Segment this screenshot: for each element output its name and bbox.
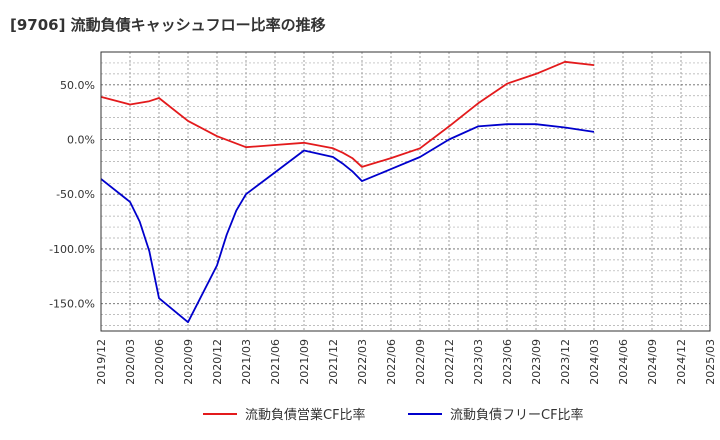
x-tick-label: 2021/12 — [327, 339, 340, 385]
series-line-2 — [100, 123, 595, 324]
x-tick-label: 2023/09 — [530, 339, 543, 385]
x-tick-label: 2022/12 — [443, 339, 456, 385]
chart-title: [9706] 流動負債キャッシュフロー比率の推移 — [10, 16, 326, 34]
y-tick-label: -100.0% — [49, 243, 95, 256]
x-tick-label: 2024/09 — [646, 339, 659, 385]
x-axis-ticks: 2019/12 2020/03 2020/06 2020/09 2020/12 2021/… — [95, 339, 717, 385]
x-tick-label: 2023/03 — [472, 339, 485, 385]
x-tick-label: 2023/12 — [559, 339, 572, 385]
series-lines — [100, 60, 595, 324]
legend-label-2: 流動負債フリーCF比率 — [450, 407, 584, 423]
x-tick-label: 2024/03 — [588, 339, 601, 385]
y-tick-label: -150.0% — [49, 298, 95, 311]
y-axis-ticks: 50.0% 0.0% -50.0% -100.0% -150.0% — [49, 79, 95, 311]
x-tick-label: 2020/12 — [211, 339, 224, 385]
x-tick-label: 2023/06 — [501, 339, 514, 385]
legend-label-1: 流動負債営業CF比率 — [245, 407, 366, 423]
x-tick-label: 2020/06 — [153, 339, 166, 385]
x-tick-label: 2022/09 — [414, 339, 427, 385]
x-tick-label: 2024/12 — [675, 339, 688, 385]
x-tick-label: 2021/06 — [269, 339, 282, 385]
y-tick-label: 0.0% — [67, 134, 95, 147]
x-tick-label: 2021/09 — [298, 339, 311, 385]
x-tick-label: 2020/03 — [124, 339, 137, 385]
legend: 流動負債営業CF比率 流動負債フリーCF比率 — [203, 407, 584, 423]
x-tick-label: 2024/06 — [617, 339, 630, 385]
series-line-1 — [100, 60, 595, 168]
x-tick-label: 2022/03 — [356, 339, 369, 385]
x-tick-label: 2022/06 — [385, 339, 398, 385]
y-tick-label: 50.0% — [60, 79, 95, 92]
x-tick-label: 2025/03 — [704, 339, 717, 385]
x-tick-label: 2019/12 — [95, 339, 108, 385]
plot-frame — [100, 51, 711, 332]
x-tick-label: 2020/09 — [182, 339, 195, 385]
grid — [100, 51, 711, 331]
y-tick-label: -50.0% — [56, 188, 95, 201]
x-tick-label: 2021/03 — [240, 339, 253, 385]
